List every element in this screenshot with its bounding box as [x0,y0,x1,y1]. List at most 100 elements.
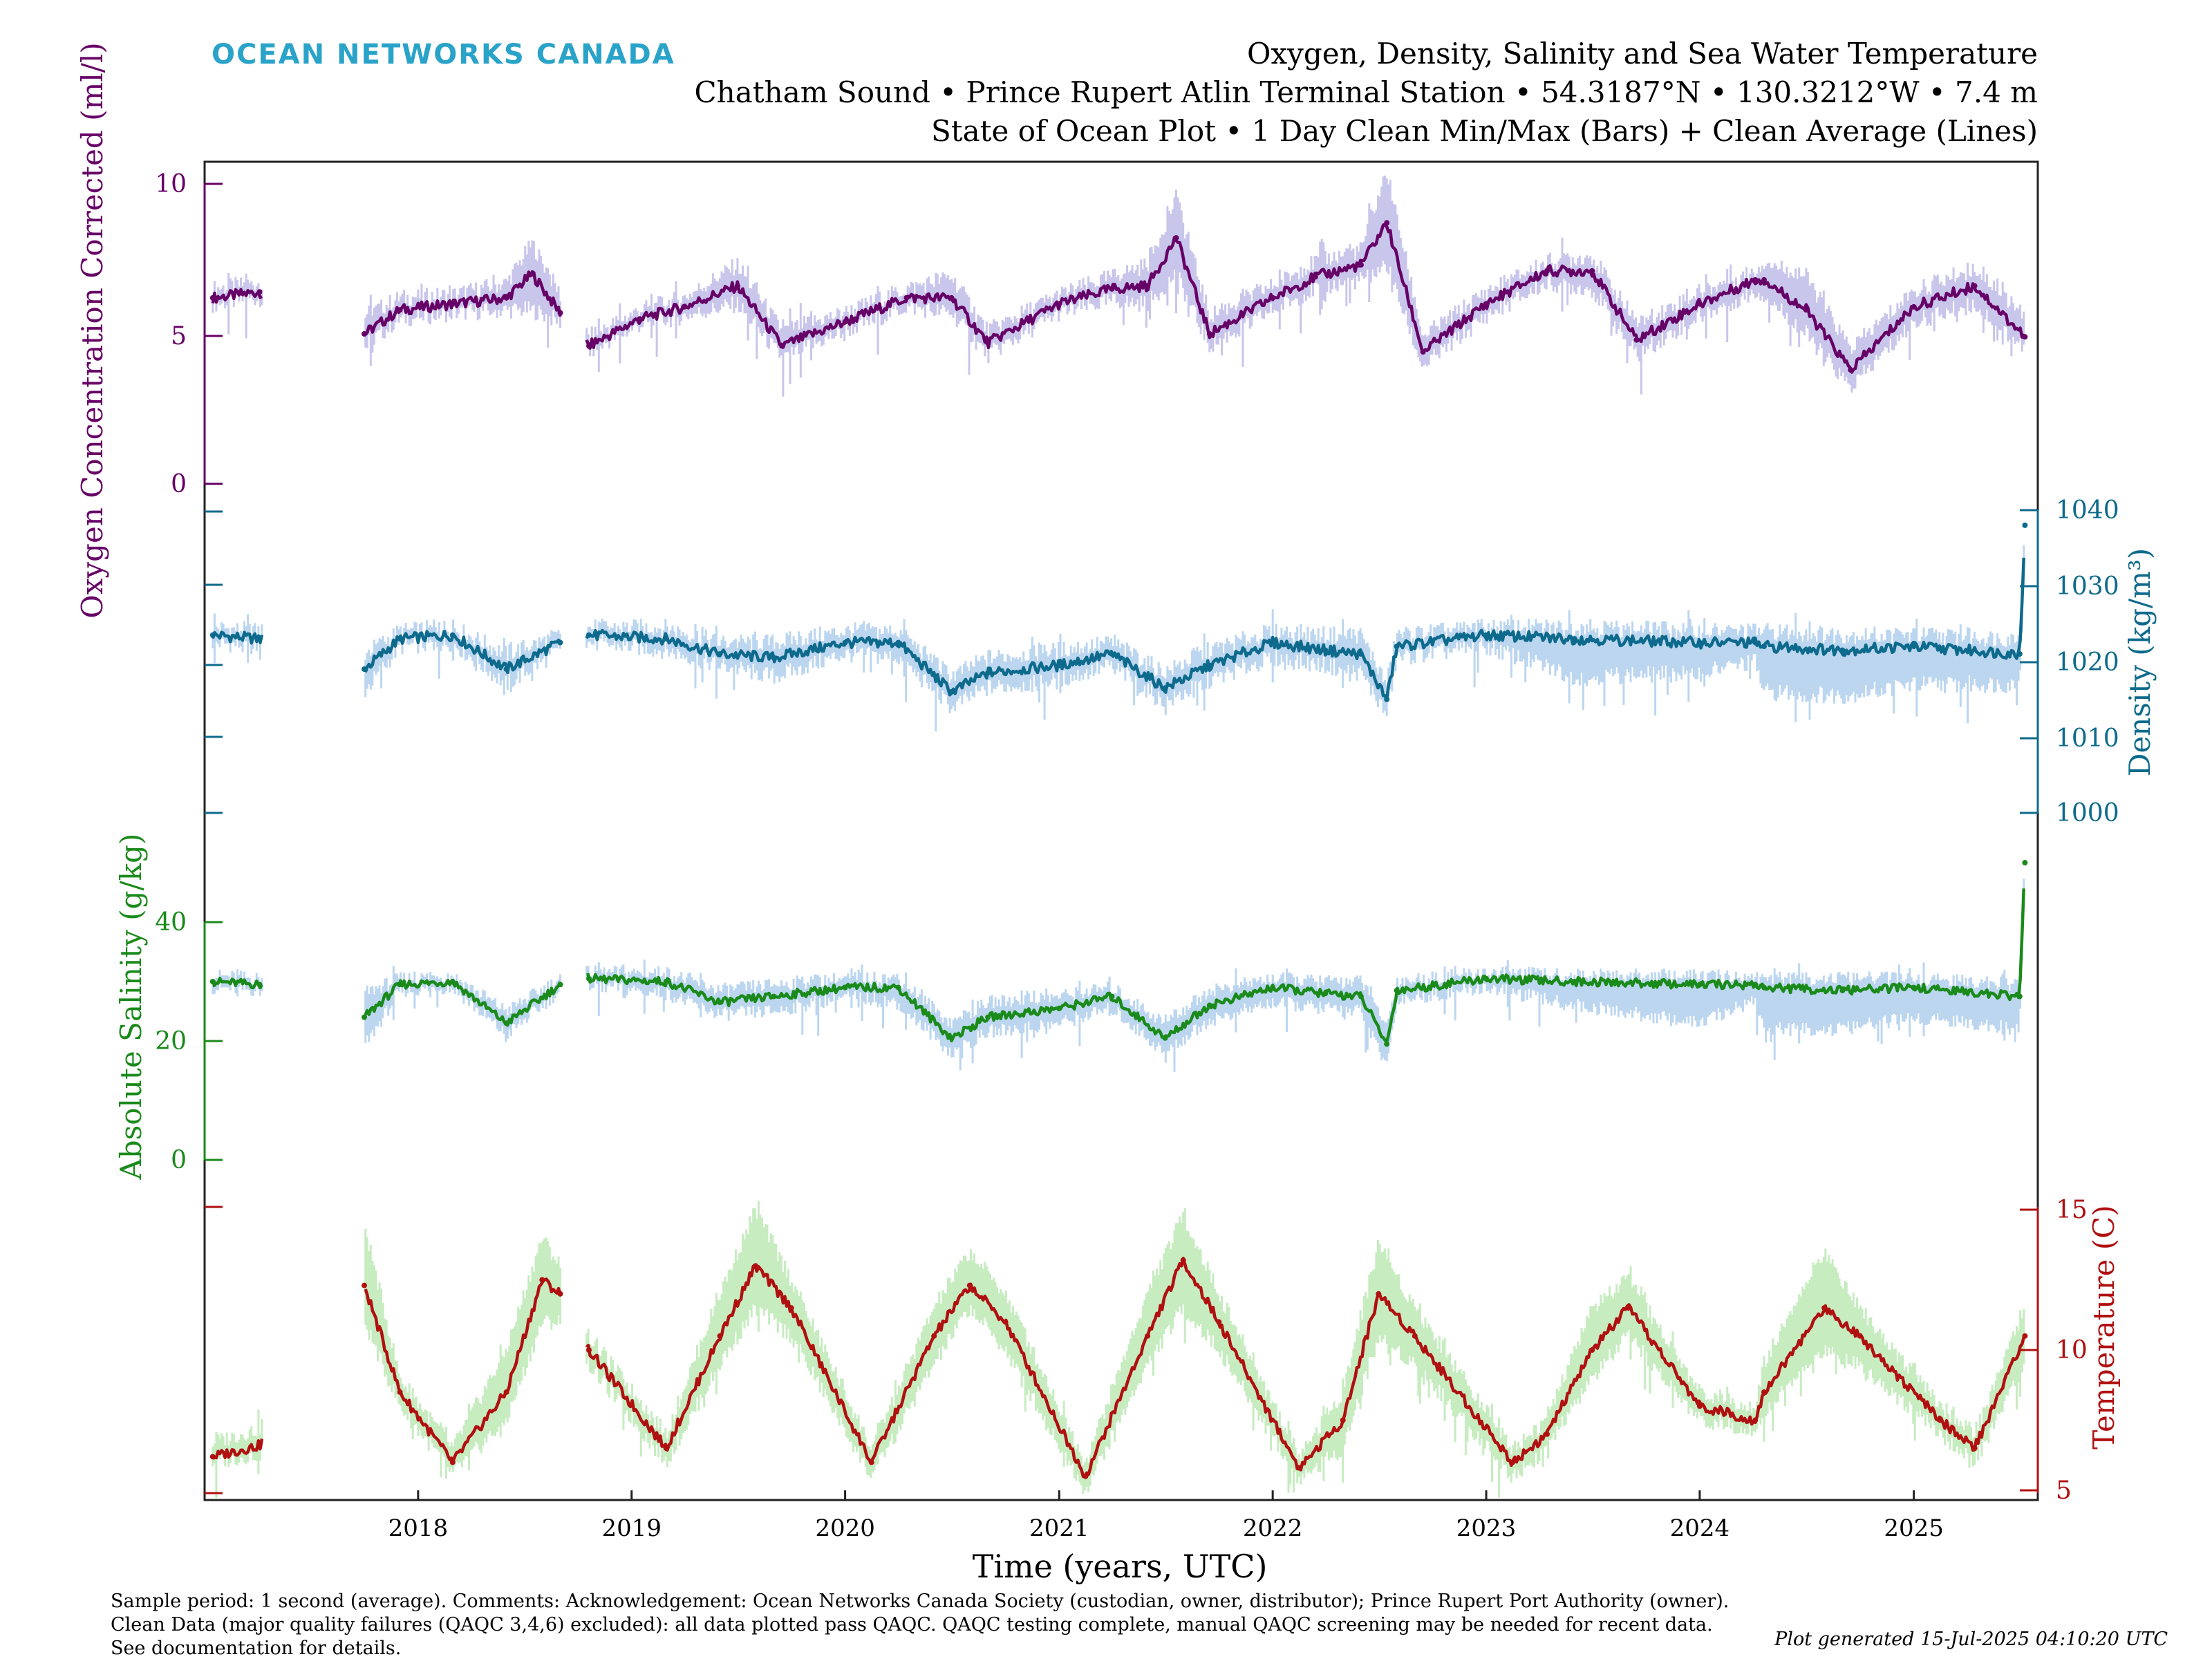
series-density-tick-label-1000: 1000 [2056,799,2119,827]
series-temperature-point-29 [1696,1403,1703,1409]
series-density-point-9 [717,651,723,657]
series-temperature-tick-label-10: 10 [2056,1336,2088,1365]
series-temperature-point-26 [1544,1431,1550,1437]
series-oxygen-concentration-corrected-minmax-bars [212,176,2025,397]
series-temperature-point-33 [1857,1333,1863,1339]
series-oxygen-concentration-corrected-point-37 [1971,283,1978,289]
series-absolute-salinity-point-31 [2016,993,2023,1000]
series-absolute-salinity-point-1 [256,982,263,988]
series-temperature-point-25 [1510,1459,1516,1465]
series-oxygen-concentration-corrected-point-9 [637,316,643,322]
series-oxygen-concentration-corrected-point-23 [1312,274,1318,280]
x-axis-label: Time (years, UTC) [973,1548,1268,1585]
density-axis-label: Density (kg/m³) [2123,548,2157,776]
series-temperature-point-5 [503,1389,509,1395]
series-temperature-point-11 [753,1263,759,1269]
series-density-point-2 [362,666,367,672]
salinity-axis-label: Absolute Salinity (g/kg) [114,834,148,1181]
series-density-point-4 [449,632,456,638]
series-temperature-point-23 [1376,1291,1382,1297]
footer-line-3: See documentation for details. [111,1638,401,1659]
series-absolute-salinity-point-8 [663,979,669,984]
x-tick-label-2022: 2022 [1243,1515,1303,1542]
series-temperature-tick-label-5: 5 [2056,1477,2072,1505]
series-oxygen-concentration-corrected-point-11 [734,283,740,289]
series-temperature-point-27 [1589,1347,1595,1353]
series-oxygen-concentration-corrected-point-28 [1544,268,1550,274]
series-density-point-14 [985,670,991,676]
series-temperature-point-16 [1002,1319,1009,1325]
series-temperature-point-19 [1180,1257,1186,1264]
series-absolute-salinity-point-14 [985,1014,991,1020]
oxygen-axis-label: Oxygen Concentration Corrected (ml/l) [75,42,109,618]
series-temperature-point-30 [1752,1417,1759,1423]
series-absolute-salinity-point-4 [449,979,456,984]
series-temperature-point-7 [557,1291,563,1297]
series-temperature-point-35 [1971,1445,1978,1452]
series-oxygen-concentration-corrected-point-1 [256,289,263,295]
series-oxygen-concentration-corrected-point-24 [1358,262,1364,268]
series-absolute-salinity-point-27 [1752,982,1759,988]
series-absolute-salinity-point-25 [1571,979,1577,984]
series-oxygen-concentration-corrected-point-14 [903,294,910,301]
series-oxygen-concentration-corrected-point-5 [503,294,509,301]
series-oxygen-concentration-corrected-point-30 [1633,337,1640,343]
series-absolute-salinity-point-2 [362,1014,367,1020]
series-absolute-salinity-point-23 [1394,987,1400,993]
footer-line-2: Clean Data (major quality failures (QAQC… [111,1614,1713,1635]
series-absolute-salinity-point-32 [2022,860,2028,865]
series-oxygen-concentration-corrected-point-6 [529,271,535,277]
series-absolute-salinity-point-6 [557,982,563,988]
series-oxygen-concentration-corrected-point-26 [1420,349,1426,355]
series-absolute-salinity-point-11 [842,984,848,991]
series-density-tick-label-1010: 1010 [2056,724,2119,753]
series-density-point-0 [209,632,216,638]
series-temperature-point-4 [449,1459,456,1465]
series-density-point-17 [1162,685,1168,691]
series-temperature-point-0 [209,1454,216,1460]
series-temperature-point-22 [1340,1417,1346,1423]
series-density-point-11 [842,639,848,646]
x-tick-label-2024: 2024 [1670,1515,1730,1542]
series-temperature-point-15 [966,1282,973,1288]
series-density-point-16 [1109,651,1115,657]
series-density-point-27 [1752,639,1759,646]
series-oxygen-concentration-corrected-tick-label-5: 5 [171,322,187,350]
series-absolute-salinity-point-5 [503,1020,509,1027]
series-oxygen-concentration-corrected-point-34 [1803,307,1809,313]
series-density-point-5 [503,666,509,672]
series-oxygen-concentration-corrected-point-33 [1761,276,1767,283]
series-density-tick-label-1020: 1020 [2056,648,2119,677]
series-density-point-13 [948,688,955,695]
series-density-point-1 [256,636,263,642]
x-tick-label-2021: 2021 [1029,1515,1089,1542]
series-density-point-20 [1322,647,1329,653]
series-oxygen-concentration-corrected-point-13 [842,319,848,325]
series-temperature-point-1 [256,1443,263,1448]
series-absolute-salinity-point-0 [209,979,216,984]
chart-title-line-3: State of Ocean Plot • 1 Day Clean Min/Ma… [931,114,2038,148]
series-density-point-29 [1839,647,1846,653]
series-absolute-salinity-tick-label-40: 40 [155,908,187,937]
series-temperature-point-10 [717,1333,723,1339]
series-temperature-point-8 [586,1347,592,1353]
x-tick-label-2025: 2025 [1884,1515,1944,1542]
series-temperature-point-24 [1412,1333,1418,1339]
series-absolute-salinity-point-30 [1911,984,1917,991]
series-oxygen-concentration-corrected-point-31 [1696,301,1703,307]
series-absolute-salinity-point-7 [586,975,592,982]
series-oxygen-concentration-corrected-point-20 [1173,235,1179,241]
series-density-point-22 [1384,696,1390,702]
series-density-point-6 [557,639,563,646]
series-absolute-salinity-point-29 [1839,987,1846,993]
series-oxygen-concentration-corrected-point-25 [1384,220,1390,226]
series-temperature-tick-label-15: 15 [2056,1196,2088,1224]
series-absolute-salinity-tick-label-20: 20 [155,1027,187,1056]
series-temperature-point-9 [663,1445,669,1452]
footer-line-1: Sample period: 1 second (average). Comme… [111,1591,1729,1612]
series-temperature-point-34 [1937,1417,1943,1423]
series-absolute-salinity-point-12 [895,984,901,991]
series-oxygen-concentration-corrected-point-17 [1056,301,1062,307]
series-density-point-18 [1206,662,1212,668]
series-temperature-point-17 [1082,1473,1089,1479]
